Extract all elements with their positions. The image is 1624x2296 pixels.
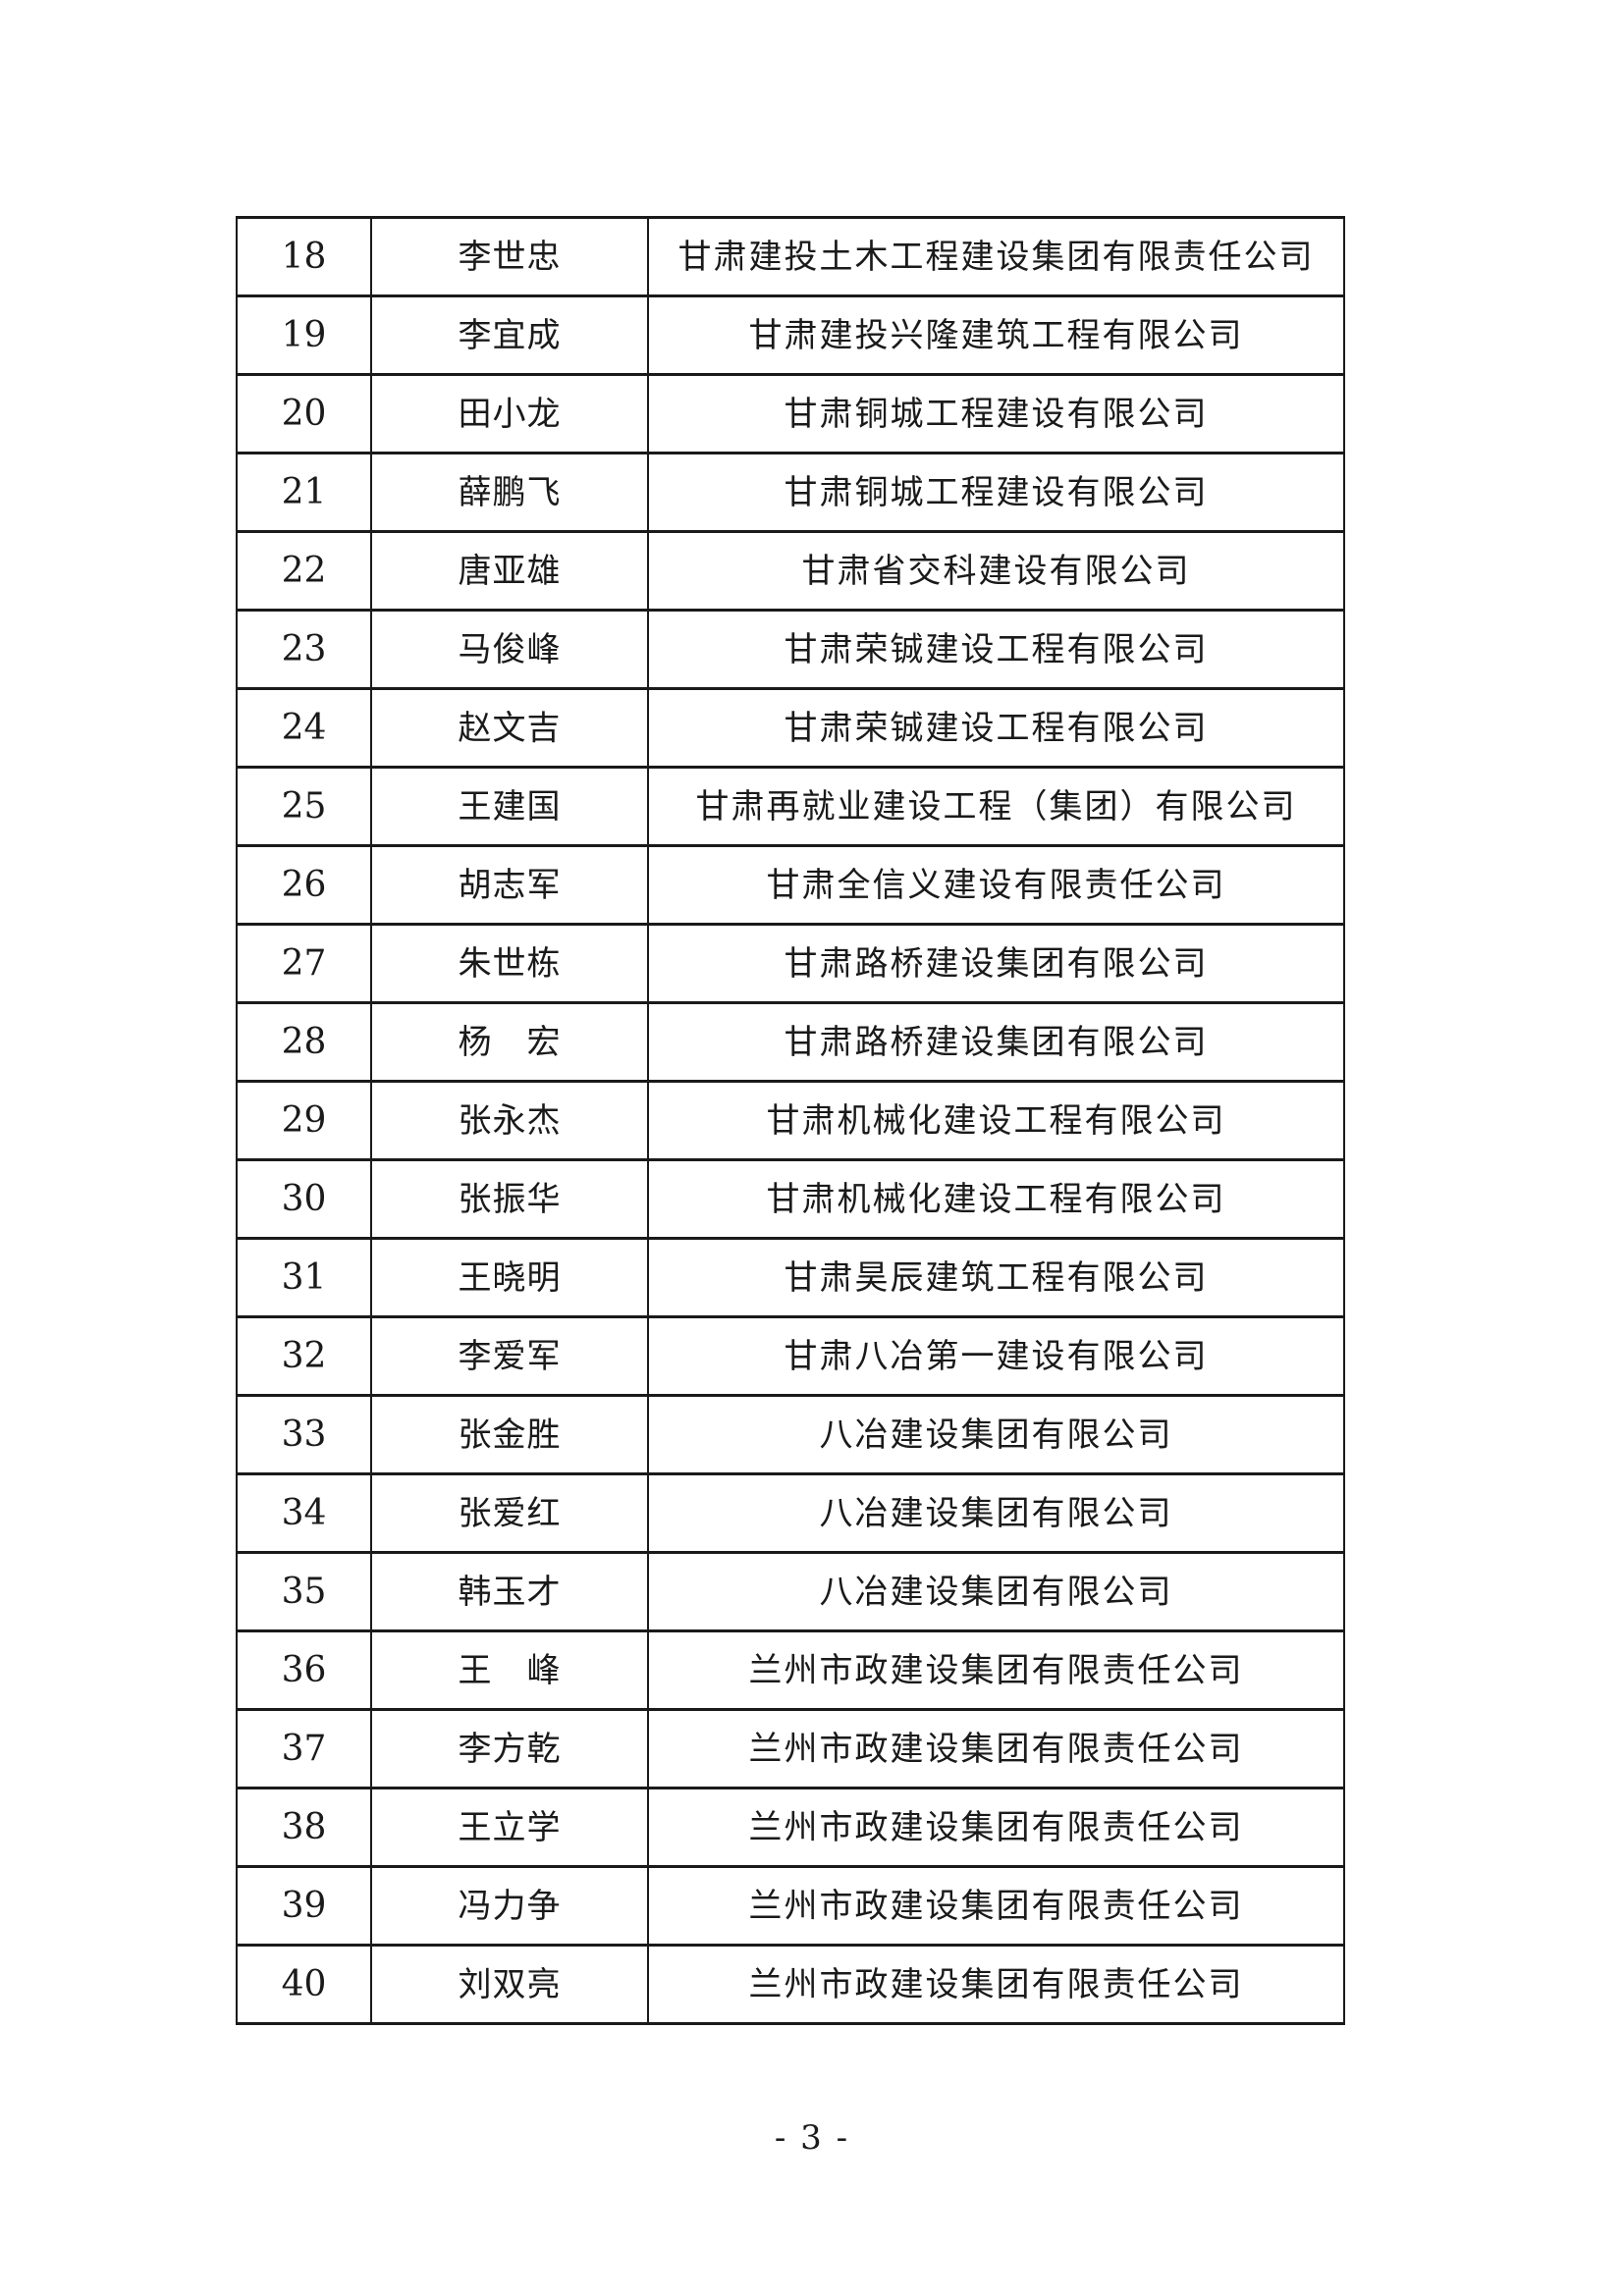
table-row: 31 王晓明 甘肃昊辰建筑工程有限公司 (236, 1237, 1345, 1318)
company-name-cell: 八冶建设集团有限公司 (647, 1472, 1345, 1554)
company-name-cell: 甘肃荣铖建设工程有限公司 (647, 609, 1345, 690)
person-name-cell: 王晓明 (370, 1237, 649, 1318)
table-row: 22 唐亚雄 甘肃省交科建设有限公司 (236, 530, 1345, 612)
person-name-cell: 李世忠 (370, 216, 649, 297)
table-row: 21 薛鹏飞 甘肃铜城工程建设有限公司 (236, 452, 1345, 533)
table-row: 30 张振华 甘肃机械化建设工程有限公司 (236, 1158, 1345, 1240)
table-row: 24 赵文吉 甘肃荣铖建设工程有限公司 (236, 687, 1345, 769)
table-row: 34 张爱红 八冶建设集团有限公司 (236, 1472, 1345, 1554)
company-name-cell: 兰州市政建设集团有限责任公司 (647, 1787, 1345, 1868)
company-name-cell: 甘肃省交科建设有限公司 (647, 530, 1345, 612)
person-name-cell: 张振华 (370, 1158, 649, 1240)
company-name-cell: 甘肃铜城工程建设有限公司 (647, 373, 1345, 454)
table-row: 37 李方乾 兰州市政建设集团有限责任公司 (236, 1708, 1345, 1789)
table-row: 40 刘双亮 兰州市政建设集团有限责任公司 (236, 1944, 1345, 2025)
row-number-cell: 33 (236, 1394, 372, 1475)
page-footer: - 3 - (0, 2118, 1624, 2158)
row-number-cell: 37 (236, 1708, 372, 1789)
company-name-cell: 甘肃再就业建设工程（集团）有限公司 (647, 766, 1345, 847)
person-name-cell: 张永杰 (370, 1080, 649, 1161)
company-name-cell: 甘肃昊辰建筑工程有限公司 (647, 1237, 1345, 1318)
person-name-cell: 薛鹏飞 (370, 452, 649, 533)
person-name-cell: 马俊峰 (370, 609, 649, 690)
table-row: 33 张金胜 八冶建设集团有限公司 (236, 1394, 1345, 1475)
page-number: - 3 - (774, 2118, 850, 2158)
table-row: 29 张永杰 甘肃机械化建设工程有限公司 (236, 1080, 1345, 1161)
row-number-cell: 28 (236, 1001, 372, 1083)
row-number-cell: 32 (236, 1315, 372, 1397)
table-row: 27 朱世栋 甘肃路桥建设集团有限公司 (236, 923, 1345, 1004)
person-name-cell: 刘双亮 (370, 1944, 649, 2025)
company-name-cell: 甘肃建投土木工程建设集团有限责任公司 (647, 216, 1345, 297)
row-number-cell: 25 (236, 766, 372, 847)
company-name-cell: 甘肃铜城工程建设有限公司 (647, 452, 1345, 533)
table-row: 36 王 峰 兰州市政建设集团有限责任公司 (236, 1629, 1345, 1711)
person-name-cell: 张爱红 (370, 1472, 649, 1554)
row-number-cell: 26 (236, 844, 372, 926)
row-number-cell: 19 (236, 294, 372, 376)
row-number-cell: 38 (236, 1787, 372, 1868)
table-row: 38 王立学 兰州市政建设集团有限责任公司 (236, 1787, 1345, 1868)
person-name-cell: 赵文吉 (370, 687, 649, 769)
table-row: 28 杨 宏 甘肃路桥建设集团有限公司 (236, 1001, 1345, 1083)
table-row: 32 李爱军 甘肃八冶第一建设有限公司 (236, 1315, 1345, 1397)
row-number-cell: 18 (236, 216, 372, 297)
row-number-cell: 27 (236, 923, 372, 1004)
table-row: 19 李宜成 甘肃建投兴隆建筑工程有限公司 (236, 294, 1345, 376)
row-number-cell: 40 (236, 1944, 372, 2025)
row-number-cell: 24 (236, 687, 372, 769)
company-name-cell: 八冶建设集团有限公司 (647, 1394, 1345, 1475)
row-number-cell: 34 (236, 1472, 372, 1554)
table-row: 25 王建国 甘肃再就业建设工程（集团）有限公司 (236, 766, 1345, 847)
person-name-cell: 王立学 (370, 1787, 649, 1868)
company-name-cell: 甘肃机械化建设工程有限公司 (647, 1080, 1345, 1161)
person-name-cell: 杨 宏 (370, 1001, 649, 1083)
person-name-cell: 李宜成 (370, 294, 649, 376)
company-name-cell: 兰州市政建设集团有限责任公司 (647, 1708, 1345, 1789)
company-name-cell: 甘肃全信义建设有限责任公司 (647, 844, 1345, 926)
table-row: 26 胡志军 甘肃全信义建设有限责任公司 (236, 844, 1345, 926)
person-name-cell: 王建国 (370, 766, 649, 847)
company-name-cell: 八冶建设集团有限公司 (647, 1551, 1345, 1632)
person-name-cell: 韩玉才 (370, 1551, 649, 1632)
table-body: 18 李世忠 甘肃建投土木工程建设集团有限责任公司 19 李宜成 甘肃建投兴隆建… (236, 216, 1345, 2025)
company-name-cell: 兰州市政建设集团有限责任公司 (647, 1944, 1345, 2025)
company-name-cell: 甘肃建投兴隆建筑工程有限公司 (647, 294, 1345, 376)
company-name-cell: 甘肃路桥建设集团有限公司 (647, 1001, 1345, 1083)
table-row: 35 韩玉才 八冶建设集团有限公司 (236, 1551, 1345, 1632)
person-name-cell: 李爱军 (370, 1315, 649, 1397)
table-row: 23 马俊峰 甘肃荣铖建设工程有限公司 (236, 609, 1345, 690)
row-number-cell: 20 (236, 373, 372, 454)
person-name-cell: 朱世栋 (370, 923, 649, 1004)
table-row: 20 田小龙 甘肃铜城工程建设有限公司 (236, 373, 1345, 454)
company-name-cell: 兰州市政建设集团有限责任公司 (647, 1865, 1345, 1947)
personnel-roster-table: 18 李世忠 甘肃建投土木工程建设集团有限责任公司 19 李宜成 甘肃建投兴隆建… (236, 216, 1345, 2025)
row-number-cell: 36 (236, 1629, 372, 1711)
company-name-cell: 甘肃荣铖建设工程有限公司 (647, 687, 1345, 769)
row-number-cell: 29 (236, 1080, 372, 1161)
person-name-cell: 王 峰 (370, 1629, 649, 1711)
row-number-cell: 39 (236, 1865, 372, 1947)
person-name-cell: 田小龙 (370, 373, 649, 454)
company-name-cell: 甘肃机械化建设工程有限公司 (647, 1158, 1345, 1240)
row-number-cell: 30 (236, 1158, 372, 1240)
table-row: 39 冯力争 兰州市政建设集团有限责任公司 (236, 1865, 1345, 1947)
table-row: 18 李世忠 甘肃建投土木工程建设集团有限责任公司 (236, 216, 1345, 297)
person-name-cell: 李方乾 (370, 1708, 649, 1789)
person-name-cell: 张金胜 (370, 1394, 649, 1475)
row-number-cell: 21 (236, 452, 372, 533)
row-number-cell: 35 (236, 1551, 372, 1632)
row-number-cell: 22 (236, 530, 372, 612)
row-number-cell: 23 (236, 609, 372, 690)
person-name-cell: 胡志军 (370, 844, 649, 926)
company-name-cell: 甘肃路桥建设集团有限公司 (647, 923, 1345, 1004)
company-name-cell: 兰州市政建设集团有限责任公司 (647, 1629, 1345, 1711)
company-name-cell: 甘肃八冶第一建设有限公司 (647, 1315, 1345, 1397)
row-number-cell: 31 (236, 1237, 372, 1318)
person-name-cell: 唐亚雄 (370, 530, 649, 612)
person-name-cell: 冯力争 (370, 1865, 649, 1947)
